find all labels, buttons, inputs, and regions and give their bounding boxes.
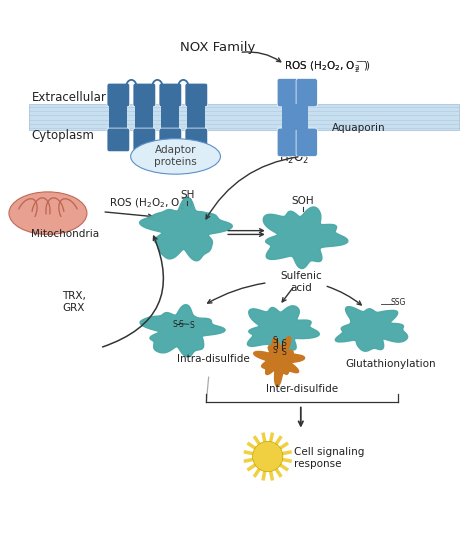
FancyBboxPatch shape — [159, 128, 182, 152]
FancyBboxPatch shape — [296, 79, 318, 107]
Text: TRX,: TRX, — [62, 291, 86, 301]
FancyBboxPatch shape — [109, 104, 128, 131]
Text: Cytoplasm: Cytoplasm — [31, 129, 94, 142]
Text: SH: SH — [180, 190, 194, 200]
FancyBboxPatch shape — [29, 104, 459, 131]
Polygon shape — [140, 197, 232, 261]
FancyBboxPatch shape — [277, 128, 299, 156]
Text: Adaptor: Adaptor — [155, 146, 196, 155]
FancyBboxPatch shape — [282, 104, 308, 131]
FancyBboxPatch shape — [107, 83, 130, 107]
FancyBboxPatch shape — [296, 128, 318, 156]
Text: SSG: SSG — [391, 299, 406, 308]
FancyBboxPatch shape — [161, 104, 179, 131]
FancyBboxPatch shape — [133, 128, 156, 152]
FancyBboxPatch shape — [185, 128, 208, 152]
Text: S: S — [282, 348, 287, 357]
Polygon shape — [140, 305, 225, 357]
Polygon shape — [247, 306, 319, 355]
Text: GRX: GRX — [62, 303, 84, 312]
Text: ROS (H$_2$O$_2$, O$_2^-$): ROS (H$_2$O$_2$, O$_2^-$) — [284, 59, 369, 74]
Text: Inter-disulfide: Inter-disulfide — [266, 384, 338, 394]
Text: response: response — [294, 458, 341, 469]
Text: Intra-disulfide: Intra-disulfide — [177, 354, 250, 364]
Polygon shape — [254, 337, 305, 386]
Text: ROS (H$_2$O$_2$, O$_2^-$): ROS (H$_2$O$_2$, O$_2^-$) — [109, 196, 194, 211]
Text: Aquaporin: Aquaporin — [331, 123, 385, 133]
Text: Mitochondria: Mitochondria — [31, 230, 100, 240]
Text: Sulfenic
acid: Sulfenic acid — [280, 271, 322, 293]
FancyBboxPatch shape — [277, 79, 299, 107]
Text: Extracellular: Extracellular — [31, 91, 106, 104]
Text: NOX Family: NOX Family — [181, 41, 256, 54]
Text: Glutathionylation: Glutathionylation — [345, 360, 436, 369]
FancyBboxPatch shape — [187, 104, 205, 131]
FancyBboxPatch shape — [133, 83, 156, 107]
Ellipse shape — [131, 139, 220, 174]
Text: S: S — [273, 346, 277, 355]
FancyBboxPatch shape — [159, 83, 182, 107]
Polygon shape — [335, 307, 408, 351]
FancyArrowPatch shape — [206, 157, 298, 219]
Text: proteins: proteins — [154, 157, 197, 167]
FancyBboxPatch shape — [185, 83, 208, 107]
Text: S: S — [190, 321, 194, 330]
Text: SOH: SOH — [292, 196, 314, 206]
Text: S: S — [179, 320, 183, 328]
Text: S: S — [273, 337, 277, 345]
Text: ROS (H$_2$O$_2$, O$_2$$^{\minus}$): ROS (H$_2$O$_2$, O$_2$$^{\minus}$) — [284, 60, 371, 73]
FancyArrowPatch shape — [102, 236, 164, 347]
Text: S: S — [282, 339, 287, 348]
Circle shape — [253, 441, 283, 472]
Text: S: S — [172, 320, 177, 328]
Text: H$_2$O$_2$: H$_2$O$_2$ — [279, 151, 309, 166]
Polygon shape — [263, 207, 348, 269]
Ellipse shape — [9, 192, 87, 234]
FancyBboxPatch shape — [136, 104, 154, 131]
FancyBboxPatch shape — [107, 128, 130, 152]
Text: Cell signaling: Cell signaling — [294, 447, 364, 457]
